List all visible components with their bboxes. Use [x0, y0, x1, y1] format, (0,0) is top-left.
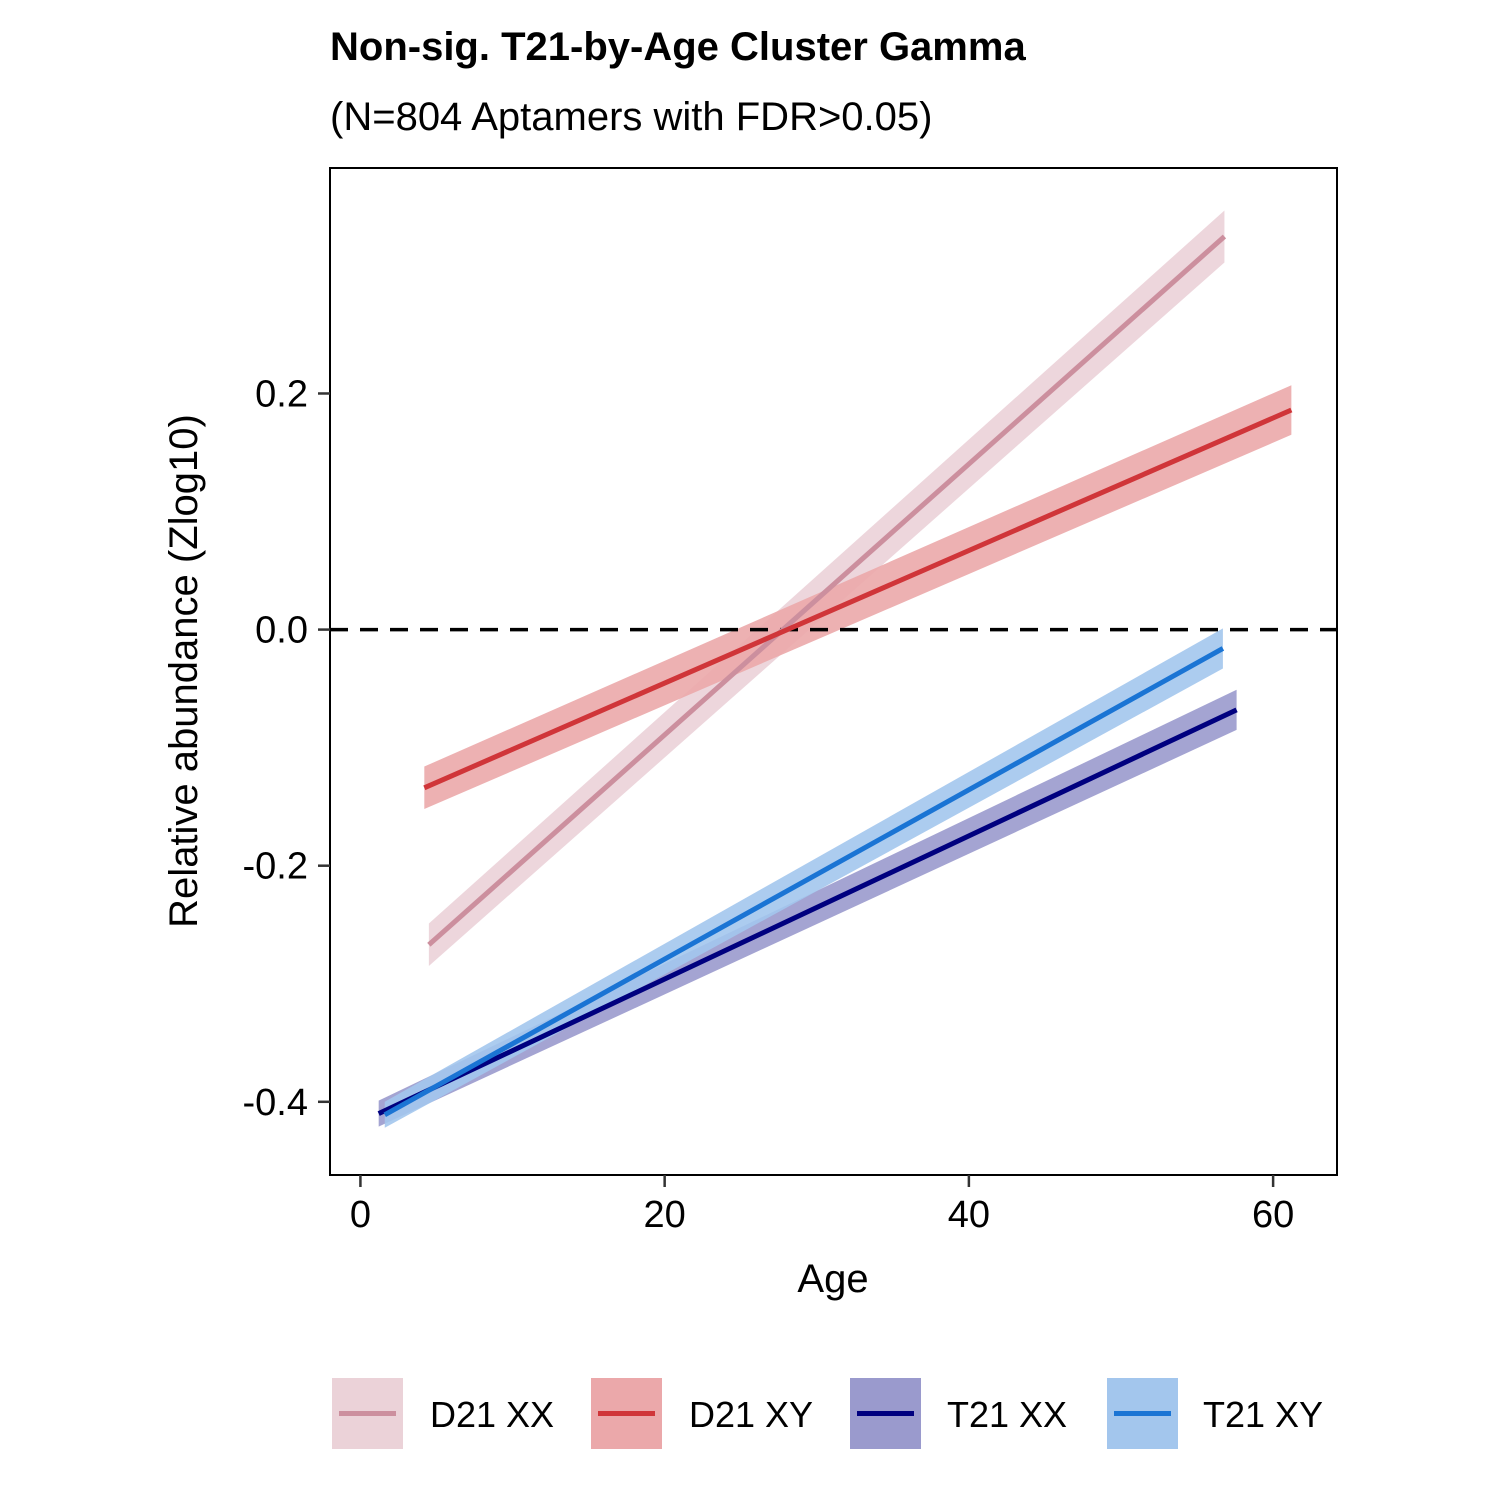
series-lines: [377, 234, 1293, 1117]
y-axis-title: Relative abundance (Zlog10): [162, 414, 206, 928]
legend-label-t21-xy: T21 XY: [1203, 1394, 1323, 1435]
ribbon-t21-xx: [378, 689, 1237, 1127]
y-tick-label: -0.2: [243, 846, 308, 888]
chart-title: Non-sig. T21-by-Age Cluster Gamma: [330, 25, 1026, 69]
chart-subtitle: (N=804 Aptamers with FDR>0.05): [330, 95, 932, 139]
y-tick-label: 0.0: [255, 610, 308, 652]
y-tick-label: 0.2: [255, 373, 308, 415]
plot-panel-border: [329, 167, 1338, 1176]
legend-label-d21-xy: D21 XY: [689, 1394, 813, 1435]
x-axis-title: Age: [797, 1257, 868, 1301]
x-axis: 0 20 40 60: [350, 1175, 1294, 1236]
y-tick-label: -0.4: [243, 1082, 308, 1124]
confidence-ribbons: [378, 210, 1292, 1128]
line-t21-xy: [383, 646, 1225, 1117]
legend-label-t21-xx: T21 XX: [947, 1394, 1067, 1435]
line-d21-xx: [427, 234, 1227, 947]
line-d21-xy: [423, 407, 1293, 791]
line-t21-xx: [377, 707, 1238, 1116]
ribbon-t21-xy: [384, 628, 1223, 1128]
y-axis: -0.4 -0.2 0.0 0.2: [243, 373, 330, 1124]
legend-label-d21-xx: D21 XX: [430, 1394, 554, 1435]
x-tick-label: 0: [350, 1194, 371, 1236]
legend: D21 XX D21 XY T21 XX T21 XY: [332, 1378, 1323, 1449]
x-tick-label: 20: [644, 1194, 686, 1236]
x-tick-label: 60: [1252, 1194, 1294, 1236]
x-tick-label: 40: [948, 1194, 990, 1236]
